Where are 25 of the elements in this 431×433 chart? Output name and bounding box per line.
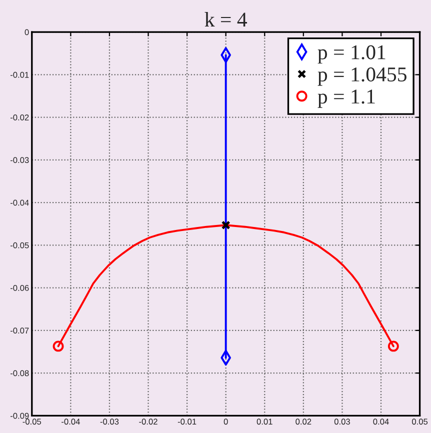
x-tick-label: 0.04 (373, 418, 389, 425)
legend-label: p = 1.0455 (318, 67, 406, 86)
x-tick-label: -0.02 (139, 418, 158, 425)
x-tick-label: -0.05 (22, 418, 42, 425)
y-tick-label: -0.06 (10, 285, 29, 291)
y-tick-label: -0.01 (10, 72, 29, 78)
y-tick-label: -0.05 (10, 242, 29, 248)
chart-title: k = 4 (204, 12, 248, 26)
y-tick-label: 0 (24, 29, 29, 36)
legend-label: p = 1.01 (318, 45, 386, 64)
x-tick-label: 0.01 (256, 418, 272, 425)
x-tick-label: -0.01 (178, 418, 196, 425)
y-tick-label: -0.03 (10, 157, 29, 164)
x-tick-label: -0.04 (62, 418, 80, 425)
y-tick-label: -0.08 (10, 370, 29, 376)
x-tick-label: -0.03 (100, 418, 119, 425)
y-tick-label: -0.02 (10, 114, 29, 120)
y-tick-label: -0.04 (10, 200, 29, 206)
x-tick-label: 0.03 (334, 418, 350, 425)
x-tick-label: 0.02 (296, 418, 312, 425)
y-tick-label: -0.09 (10, 412, 29, 419)
x-tick-label: 0.05 (412, 418, 428, 425)
y-tick-label: -0.07 (10, 328, 29, 334)
x-tick-label: 0 (224, 418, 228, 425)
legend-label: p = 1.1 (318, 90, 375, 108)
